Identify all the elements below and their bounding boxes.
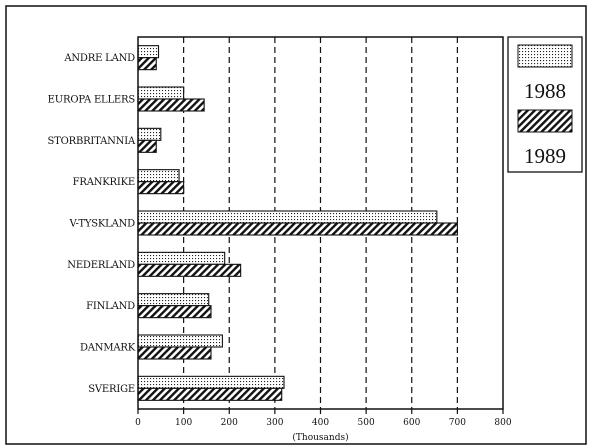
legend: 1988 1989 bbox=[507, 36, 583, 173]
bar-1989 bbox=[137, 57, 157, 71]
category-labels: ANDRE LAND EUROPA ELLERS STORBRITANNIA FRAN… bbox=[48, 53, 137, 395]
category-label: FINLAND bbox=[86, 301, 135, 312]
x-tick-label: 200 bbox=[221, 418, 238, 428]
outer-frame bbox=[5, 5, 587, 445]
bar-1988 bbox=[137, 293, 210, 307]
x-tick-label: 400 bbox=[312, 418, 329, 428]
plot-area-border bbox=[137, 36, 504, 410]
bar-1989 bbox=[137, 181, 185, 195]
category-label: EUROPA ELLERS bbox=[48, 95, 136, 106]
x-tick-label: 300 bbox=[266, 418, 283, 428]
x-tick-label: 600 bbox=[403, 418, 420, 428]
bar-1988 bbox=[137, 334, 223, 348]
bar-1988 bbox=[137, 86, 185, 100]
bar-1988 bbox=[137, 169, 180, 183]
bar-1989 bbox=[137, 222, 458, 236]
bar-1989 bbox=[137, 305, 212, 319]
category-label: V-TYSKLAND bbox=[68, 219, 135, 230]
x-tick-label: 500 bbox=[358, 418, 375, 428]
x-tick-label: 100 bbox=[175, 418, 192, 428]
category-label: FRANKRIKE bbox=[73, 177, 135, 188]
bar-1989 bbox=[137, 263, 242, 277]
legend-label-1989: 1989 bbox=[524, 144, 566, 168]
bar-1988 bbox=[137, 210, 438, 224]
bar-1989 bbox=[137, 139, 157, 153]
x-axis-label: (Thousands) bbox=[292, 432, 348, 443]
bar-1989 bbox=[137, 98, 205, 112]
category-label: STORBRITANNIA bbox=[48, 136, 136, 147]
category-label: SVERIGE bbox=[88, 384, 135, 395]
x-axis-ticks: 0 100 200 300 400 500 600 700 800 bbox=[135, 409, 512, 428]
bar-1988 bbox=[137, 251, 226, 265]
legend-label-1988: 1988 bbox=[524, 79, 566, 103]
bar-1988 bbox=[137, 127, 162, 141]
bar-1988 bbox=[137, 375, 285, 389]
category-label: DANMARK bbox=[80, 343, 136, 354]
x-tick-label: 800 bbox=[494, 418, 511, 428]
x-tick-label: 700 bbox=[449, 418, 466, 428]
legend-swatch-1988 bbox=[517, 44, 573, 68]
legend-swatch-1989 bbox=[517, 109, 573, 133]
category-label: NEDERLAND bbox=[67, 260, 135, 271]
bar-1989 bbox=[137, 387, 283, 401]
category-label: ANDRE LAND bbox=[63, 53, 135, 64]
bar-1988 bbox=[137, 45, 160, 59]
bar-1989 bbox=[137, 346, 212, 360]
x-tick-label: 0 bbox=[135, 418, 141, 428]
bars bbox=[137, 45, 458, 401]
